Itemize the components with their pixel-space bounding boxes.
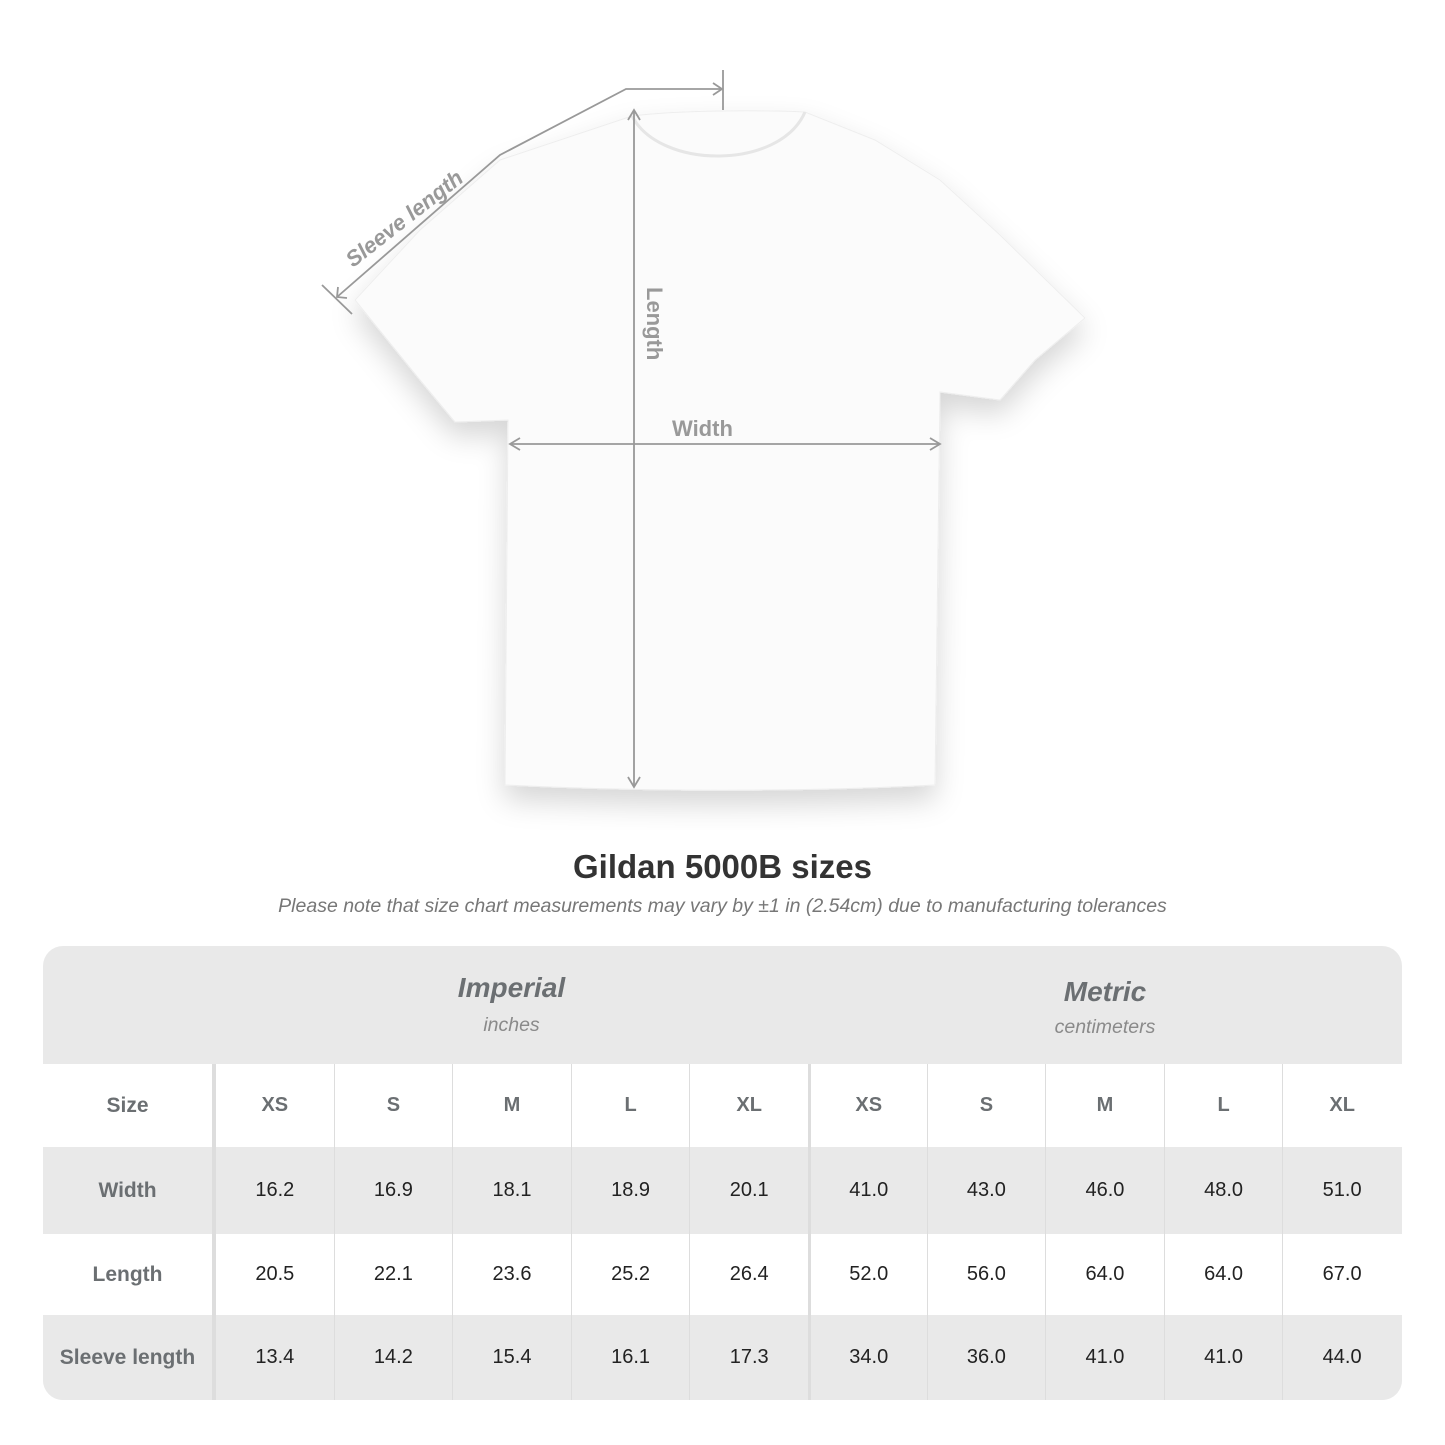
- row-label: Sleeve length: [43, 1315, 215, 1400]
- table-row: Sleeve length 13.4 14.2 15.4 16.1 17.3 34.0 36.…: [43, 1315, 1402, 1400]
- table-cell: 18.9: [570, 1147, 690, 1234]
- table-cell: 23.6: [452, 1234, 571, 1315]
- size-header: S: [926, 1064, 1046, 1147]
- table-cell: 16.1: [570, 1315, 690, 1400]
- size-table: Imperial inches Metric centimeters Size X…: [43, 946, 1402, 1400]
- tolerance-note: Please note that size chart measurements…: [278, 895, 1167, 917]
- table-cell: 41.0: [1163, 1315, 1283, 1400]
- table-cell: 20.1: [689, 1147, 808, 1234]
- table-cell: 52.0: [807, 1234, 927, 1315]
- table-cell: 17.3: [689, 1315, 808, 1400]
- table-cell: 26.4: [689, 1234, 808, 1315]
- table-cell: 44.0: [1282, 1315, 1401, 1400]
- metric-unit: centimeters: [1054, 1016, 1156, 1038]
- table-cell: 18.1: [452, 1147, 571, 1234]
- size-header: XL: [689, 1064, 808, 1147]
- table-cell: 56.0: [926, 1234, 1046, 1315]
- size-header: M: [452, 1064, 571, 1147]
- measure-lines: [321, 70, 942, 789]
- table-cell: 25.2: [570, 1234, 690, 1315]
- table-cell: 43.0: [926, 1147, 1046, 1234]
- table-cell: 41.0: [807, 1147, 927, 1234]
- tshirt-measurement-diagram: Sleeve length Length Width: [321, 70, 1086, 791]
- imperial-title: Imperial: [457, 972, 566, 1003]
- tshirt-image: [354, 110, 1086, 791]
- size-header: XL: [1282, 1064, 1401, 1147]
- row-label: Width: [43, 1147, 215, 1234]
- table-cell: 41.0: [1045, 1315, 1164, 1400]
- table-cell: 46.0: [1045, 1147, 1164, 1234]
- size-header: L: [570, 1064, 690, 1147]
- metric-title: Metric: [1063, 976, 1147, 1007]
- row-label: Size: [43, 1064, 215, 1147]
- table-row: Length 20.5 22.1 23.6 25.2 26.4 52.0 56.0 64.0 64…: [43, 1234, 1402, 1315]
- page-title: Gildan 5000B sizes: [573, 848, 872, 885]
- size-header-row: Size XS S M L XL XS S M L XL: [43, 1064, 1402, 1147]
- row-label: Length: [43, 1234, 215, 1315]
- table-cell: 34.0: [807, 1315, 927, 1400]
- table-cell: 22.1: [333, 1234, 453, 1315]
- size-header: XS: [807, 1064, 927, 1147]
- size-header: M: [1045, 1064, 1164, 1147]
- length-label: Length: [642, 287, 667, 360]
- table-cell: 14.2: [333, 1315, 453, 1400]
- table-cell: 20.5: [215, 1234, 334, 1315]
- table-cell: 48.0: [1163, 1147, 1283, 1234]
- width-label: Width: [672, 416, 733, 441]
- imperial-header: Imperial inches: [215, 946, 808, 1064]
- table-cell: 15.4: [452, 1315, 571, 1400]
- table-cell: 16.2: [215, 1147, 334, 1234]
- table-cell: 36.0: [926, 1315, 1046, 1400]
- table-cell: 67.0: [1282, 1234, 1401, 1315]
- metric-header: Metric centimeters: [808, 946, 1402, 1064]
- table-cell: 16.9: [333, 1147, 453, 1234]
- size-header: XS: [215, 1064, 334, 1147]
- table-cell: 51.0: [1282, 1147, 1401, 1234]
- size-header: L: [1163, 1064, 1283, 1147]
- table-cell: 64.0: [1163, 1234, 1283, 1315]
- imperial-unit: inches: [483, 1014, 540, 1036]
- size-header: S: [333, 1064, 453, 1147]
- table-cell: 64.0: [1045, 1234, 1164, 1315]
- table-row: Width 16.2 16.9 18.1 18.9 20.1 41.0 43.0 46.0 48.…: [43, 1147, 1402, 1234]
- table-cell: 13.4: [215, 1315, 334, 1400]
